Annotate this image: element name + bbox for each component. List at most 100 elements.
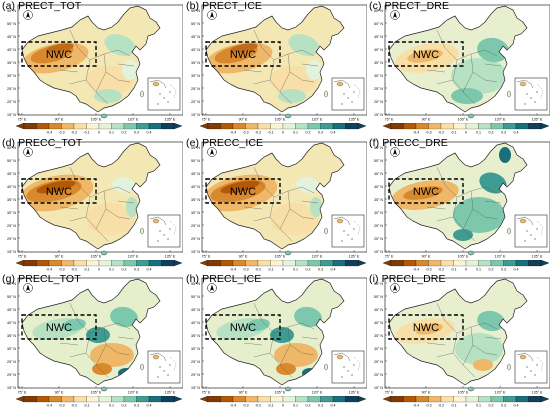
colorbar-swatch <box>440 260 454 267</box>
lat-tick-label: 55° N <box>191 9 200 13</box>
colorbar-swatch <box>528 396 542 403</box>
colorbar-swatch <box>61 396 75 403</box>
colorbar-tick-label: 0 <box>465 131 467 135</box>
colorbar-swatch <box>453 260 467 267</box>
nwc-region-label: NWC <box>46 49 72 61</box>
colorbar-tick-label: -0.4 <box>413 268 419 272</box>
colorbar-tick-label: -0.4 <box>230 268 236 272</box>
panel-title: (i) PRECL_DRE <box>369 273 446 285</box>
colorbar-swatch <box>345 260 359 267</box>
lat-tick-label: 35° N <box>7 198 16 202</box>
colorbar-swatch <box>390 396 404 403</box>
colorbar: -0.4 -0.3 -0.2 -0.1 0 0.1 0.2 0.3 0.4 <box>383 260 549 271</box>
lat-tick-label: 20° N <box>191 373 200 377</box>
colorbar-tick-label: 0.2 <box>122 268 127 272</box>
lon-tick-label: 120° E <box>495 255 506 259</box>
nwc-region-label: NWC <box>413 322 439 334</box>
lat-tick-label: 30° N <box>7 74 16 78</box>
lat-tick-label: 50° N <box>374 159 383 163</box>
colorbar-swatch <box>270 396 284 403</box>
colorbar-swatch <box>161 260 175 267</box>
south-china-sea-inset <box>147 350 181 384</box>
colorbar-swatch <box>207 123 221 130</box>
colorbar: -0.4 -0.3 -0.2 -0.1 0 0.1 0.2 0.3 0.4 <box>383 396 549 407</box>
lon-tick-label: 120° E <box>312 118 323 122</box>
lat-tick-label: 20° N <box>7 373 16 377</box>
map-panel: 55° N 50° N 45° N 40° N 35° N 30° N 25° N 20° N… <box>367 273 550 409</box>
colorbar-swatch <box>307 396 321 403</box>
lat-tick-label: 55° N <box>7 9 16 13</box>
colorbar-tick-label: 0.4 <box>331 131 336 135</box>
lon-tick-label: 135° E <box>532 118 543 122</box>
map-panel: 55° N 50° N 45° N 40° N 35° N 30° N 25° N 20° N… <box>184 273 367 409</box>
colorbar-swatch <box>390 260 404 267</box>
panel-title: (e) PRECC_ICE <box>186 137 264 149</box>
colorbar-swatch <box>36 396 50 403</box>
colorbar-tick-label: 0.1 <box>476 268 481 272</box>
colorbar-swatch <box>528 260 542 267</box>
colorbar-tick-label: -0.1 <box>267 131 273 135</box>
colorbar-tick-label: -0.2 <box>438 131 444 135</box>
colorbar-swatch <box>428 396 442 403</box>
lon-tick-label: 105° E <box>458 391 469 395</box>
colorbar-swatch <box>98 396 112 403</box>
colorbar-swatch <box>282 123 296 130</box>
colorbar-tick-label: 0.2 <box>306 131 311 135</box>
lat-tick-label: 40° N <box>374 321 383 325</box>
colorbar-swatch <box>232 260 246 267</box>
colorbar: -0.4 -0.3 -0.2 -0.1 0 0.1 0.2 0.3 0.4 <box>200 123 366 134</box>
lon-tick-label: 105° E <box>275 255 286 259</box>
colorbar-tick-label: -0.4 <box>230 404 236 408</box>
colorbar-swatch <box>503 260 517 267</box>
colorbar-tick-label: 0.3 <box>318 404 323 408</box>
colorbar-swatch <box>123 260 137 267</box>
colorbar-tick-label: -0.3 <box>58 131 64 135</box>
north-arrow-icon <box>207 283 217 293</box>
lon-tick-label: 90° E <box>239 255 248 259</box>
lat-tick-label: 15° N <box>191 113 200 117</box>
lat-tick-label: 50° N <box>191 159 200 163</box>
colorbar-tick-label: 0.3 <box>501 404 506 408</box>
colorbar-swatch <box>111 123 125 130</box>
lat-tick-label: 20° N <box>191 100 200 104</box>
lat-tick-label: 20° N <box>7 237 16 241</box>
lat-tick-label: 25° N <box>191 360 200 364</box>
lon-tick-label: 135° E <box>532 255 543 259</box>
lat-tick-label: 25° N <box>191 224 200 228</box>
panel-title: (a) PRECT_TOT <box>2 0 82 12</box>
colorbar-tick-label: 0.2 <box>489 268 494 272</box>
colorbar-swatch <box>23 260 37 267</box>
lat-tick-label: 55° N <box>191 282 200 286</box>
lat-tick-label: 45° N <box>374 172 383 176</box>
colorbar-swatch <box>220 396 234 403</box>
lat-tick-label: 25° N <box>7 224 16 228</box>
colorbar-swatch <box>73 123 87 130</box>
colorbar-swatch <box>403 123 417 130</box>
lon-tick-label: 75° E <box>18 391 27 395</box>
lon-tick-label: 75° E <box>385 255 394 259</box>
lat-tick-label: 55° N <box>374 9 383 13</box>
colorbar-swatch <box>478 123 492 130</box>
colorbar-swatch <box>257 396 271 403</box>
lon-tick-label: 135° E <box>532 391 543 395</box>
lon-tick-label: 90° E <box>55 391 64 395</box>
colorbar-tick-label: 0 <box>465 404 467 408</box>
lon-tick-label: 90° E <box>239 391 248 395</box>
colorbar-tick-label: -0.2 <box>71 131 77 135</box>
lat-tick-label: 15° N <box>374 250 383 254</box>
colorbar-swatch <box>23 123 37 130</box>
nwc-region-label: NWC <box>46 322 72 334</box>
colorbar-swatch <box>270 123 284 130</box>
lat-tick-label: 35° N <box>7 61 16 65</box>
colorbar-tick-label: -0.4 <box>46 404 52 408</box>
colorbar-swatch <box>440 123 454 130</box>
colorbar-swatch <box>245 260 259 267</box>
colorbar-swatch <box>345 123 359 130</box>
colorbar-swatch <box>415 260 429 267</box>
south-china-sea-inset <box>514 350 548 384</box>
colorbar-tick-label: 0.1 <box>293 131 298 135</box>
lat-tick-label: 30° N <box>374 211 383 215</box>
colorbar-swatch <box>465 260 479 267</box>
colorbar-tick-label: 0.2 <box>306 404 311 408</box>
panel-title: (d) PRECC_TOT <box>2 137 83 149</box>
